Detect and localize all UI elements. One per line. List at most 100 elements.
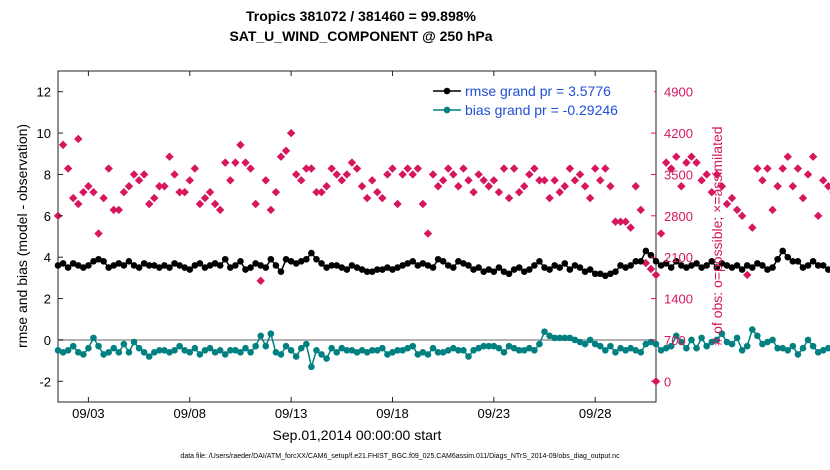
obs-point [722,199,732,209]
obs-point [276,152,286,161]
bias-point [272,349,280,356]
bias-point [500,349,508,356]
rmse-point [303,255,310,263]
obs-point [530,164,539,173]
bias-point [566,334,574,342]
rmse-point [738,266,746,273]
bias-point [166,349,173,356]
rmse-point [460,260,467,267]
obs-point [104,164,113,173]
rmse-point [657,262,665,269]
rmse-point [176,262,183,269]
bias-point [161,346,168,354]
obs-point [347,158,357,167]
rmse-point [282,255,290,263]
obs-point [651,270,661,280]
obs-point [484,182,493,191]
bias-point [607,342,614,350]
obs-point [590,164,600,173]
bias-point [399,346,406,354]
rmse-point [323,264,330,271]
x-tick-label: 09/08 [173,406,206,421]
rmse-point [551,262,558,269]
rmse-point [120,262,128,269]
right-y-tick-label: 1400 [664,292,693,307]
left-y-tick-label: 10 [37,126,51,141]
obs-point [601,164,610,173]
bias-point [242,344,249,352]
obs-point [661,158,671,167]
obs-point [697,176,706,185]
obs-point [160,182,169,191]
rmse-point [733,262,741,269]
rmse-point [424,262,432,269]
obs-point [180,187,189,197]
rmse-point [399,262,406,269]
obs-point [99,193,108,203]
rmse-point [69,260,77,267]
bias-point [449,344,457,352]
rmse-point [526,266,533,273]
rmse-point [272,262,280,269]
bias-point [221,351,229,358]
bias-point [693,344,700,352]
obs-point [621,217,630,226]
rmse-point [779,247,786,255]
bias-point [551,334,558,342]
chart-title: Tropics 381072 / 381460 = 99.898% [246,8,477,24]
bias-point [140,349,148,356]
rmse-point [409,258,417,265]
obs-point [585,193,595,203]
obs-count-series [53,128,830,386]
obs-point [190,164,200,173]
obs-point [707,187,716,197]
obs-point [788,182,798,191]
plot-area [57,70,657,403]
rmse-point [581,268,589,275]
bias-point [262,342,270,350]
rmse-point [130,262,138,269]
obs-point [383,170,392,179]
bias-point [591,340,599,348]
obs-point [271,187,281,197]
rmse-point [232,262,239,269]
rmse-point [419,260,427,267]
obs-point [575,170,585,179]
obs-point [84,182,93,191]
rmse-point [485,266,493,273]
bias-point [748,326,756,333]
rmse-point [723,262,731,269]
rmse-point [353,264,361,271]
bias-point [277,351,285,358]
rmse-point [181,264,188,271]
bias-point [186,349,194,356]
rmse-point [105,264,112,271]
obs-point [398,170,407,179]
rmse-point [566,266,574,273]
rmse-point [145,262,153,269]
rmse-point [536,258,543,265]
obs-point [540,176,549,185]
bias-point [779,344,786,352]
obs-point [200,193,210,203]
bias-point [546,332,553,340]
obs-point [221,158,230,167]
rmse-point [328,262,335,269]
rmse-point [313,255,320,263]
obs-point [449,170,458,179]
obs-point [312,187,321,197]
bias-point [394,346,401,354]
bias-point [581,340,589,348]
obs-point [408,170,417,179]
rmse-point [632,258,640,265]
bias-point [510,344,518,352]
rmse-point [571,262,579,269]
obs-point [418,199,428,209]
obs-point [58,140,68,150]
bias-point [318,351,325,358]
bias-point [642,340,650,348]
left-y-tick-label: -2 [39,374,51,389]
rmse-point [505,270,513,278]
obs-point [748,223,757,232]
rmse-point [541,264,548,271]
